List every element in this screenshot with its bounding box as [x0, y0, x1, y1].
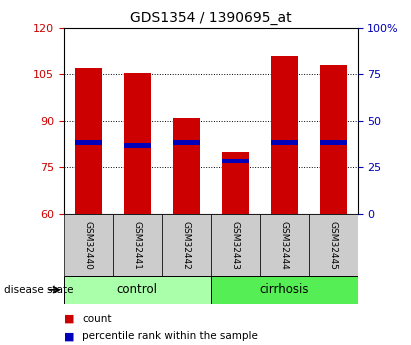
Bar: [211, 214, 260, 276]
Text: GSM32442: GSM32442: [182, 221, 191, 270]
Bar: [260, 214, 309, 276]
Bar: [162, 214, 211, 276]
Bar: [75, 140, 102, 145]
Bar: [64, 276, 210, 304]
Bar: [173, 140, 200, 145]
Text: disease state: disease state: [4, 285, 74, 295]
Bar: [320, 65, 346, 214]
Text: ■: ■: [64, 314, 74, 324]
Bar: [124, 143, 151, 148]
Bar: [113, 214, 162, 276]
Text: percentile rank within the sample: percentile rank within the sample: [82, 332, 258, 341]
Bar: [64, 214, 113, 276]
Title: GDS1354 / 1390695_at: GDS1354 / 1390695_at: [130, 11, 291, 25]
Bar: [211, 276, 358, 304]
Bar: [320, 140, 346, 145]
Bar: [222, 152, 249, 214]
Text: GSM32440: GSM32440: [84, 221, 93, 270]
Bar: [270, 140, 298, 145]
Text: GSM32444: GSM32444: [279, 221, 289, 270]
Text: GSM32441: GSM32441: [133, 221, 142, 270]
Text: GSM32445: GSM32445: [328, 221, 337, 270]
Bar: [173, 118, 200, 214]
Text: GSM32443: GSM32443: [231, 221, 240, 270]
Text: cirrhosis: cirrhosis: [259, 283, 309, 296]
Bar: [75, 68, 102, 214]
Text: ■: ■: [64, 332, 74, 341]
Text: control: control: [117, 283, 158, 296]
Bar: [309, 214, 358, 276]
Text: count: count: [82, 314, 112, 324]
Bar: [270, 56, 298, 214]
Bar: [124, 73, 151, 214]
Bar: [222, 159, 249, 164]
